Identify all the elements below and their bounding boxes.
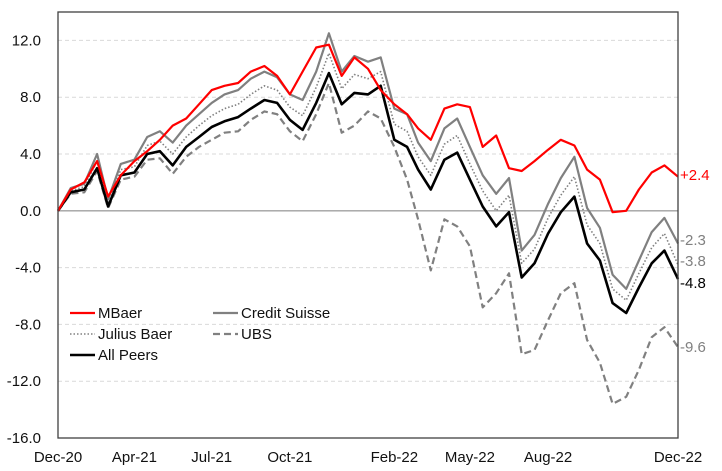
end-label-credit-suisse: -2.3: [680, 232, 706, 249]
legend-label: Credit Suisse: [241, 305, 330, 322]
legend-item: UBS: [213, 326, 272, 343]
end-label-all-peers: -4.8: [680, 275, 706, 292]
y-tick-label: -4.0: [15, 260, 41, 277]
y-tick-label: 0.0: [20, 203, 41, 220]
y-tick-label: -8.0: [15, 316, 41, 333]
legend-item: Julius Baer: [70, 326, 172, 343]
end-value-labels: +2.4 -2.3 -3.8 -9.6 -4.8: [680, 167, 710, 356]
x-tick-label: Aug-22: [524, 449, 572, 466]
x-tick-label: May-22: [445, 449, 495, 466]
x-tick-label: Feb-22: [371, 449, 419, 466]
legend-item: All Peers: [70, 347, 158, 364]
end-label-ubs: -9.6: [680, 339, 706, 356]
end-label-julius-baer: -3.8: [680, 253, 706, 270]
x-tick-label: Apr-21: [112, 449, 157, 466]
x-tick-label: Oct-21: [267, 449, 312, 466]
y-axis-ticks: 12.0 8.0 4.0 0.0 -4.0 -8.0 -12.0 -16.0: [7, 32, 41, 447]
y-tick-label: 8.0: [20, 89, 41, 106]
legend-label: All Peers: [98, 347, 158, 364]
y-tick-label: -12.0: [7, 373, 41, 390]
x-axis-ticks: Dec-20 Apr-21 Jul-21 Oct-21 Feb-22 May-22 Aug-…: [34, 449, 702, 466]
series-line-all-peers: [56, 71, 680, 315]
x-tick-label: Dec-20: [34, 449, 82, 466]
series-line-mbaer: [57, 43, 679, 214]
legend: MBaer Credit Suisse Julius Baer UBS All Peer…: [70, 305, 330, 364]
y-tick-label: -16.0: [7, 430, 41, 447]
y-tick-label: 4.0: [20, 146, 41, 163]
series-lines: [56, 32, 680, 405]
plot-frame: [57, 11, 679, 439]
x-tick-label: Dec-22: [654, 449, 702, 466]
series-line-ubs: [57, 81, 679, 405]
legend-label: Julius Baer: [98, 326, 172, 343]
end-label-mbaer: +2.4: [680, 167, 710, 184]
legend-item: Credit Suisse: [213, 305, 330, 322]
legend-item: MBaer: [70, 305, 142, 322]
legend-label: MBaer: [98, 305, 142, 322]
series-line-credit-suisse: [57, 32, 679, 290]
series-line-julius-baer: [57, 52, 679, 302]
y-tick-label: 12.0: [12, 32, 41, 49]
x-tick-label: Jul-21: [191, 449, 232, 466]
legend-label: UBS: [241, 326, 272, 343]
